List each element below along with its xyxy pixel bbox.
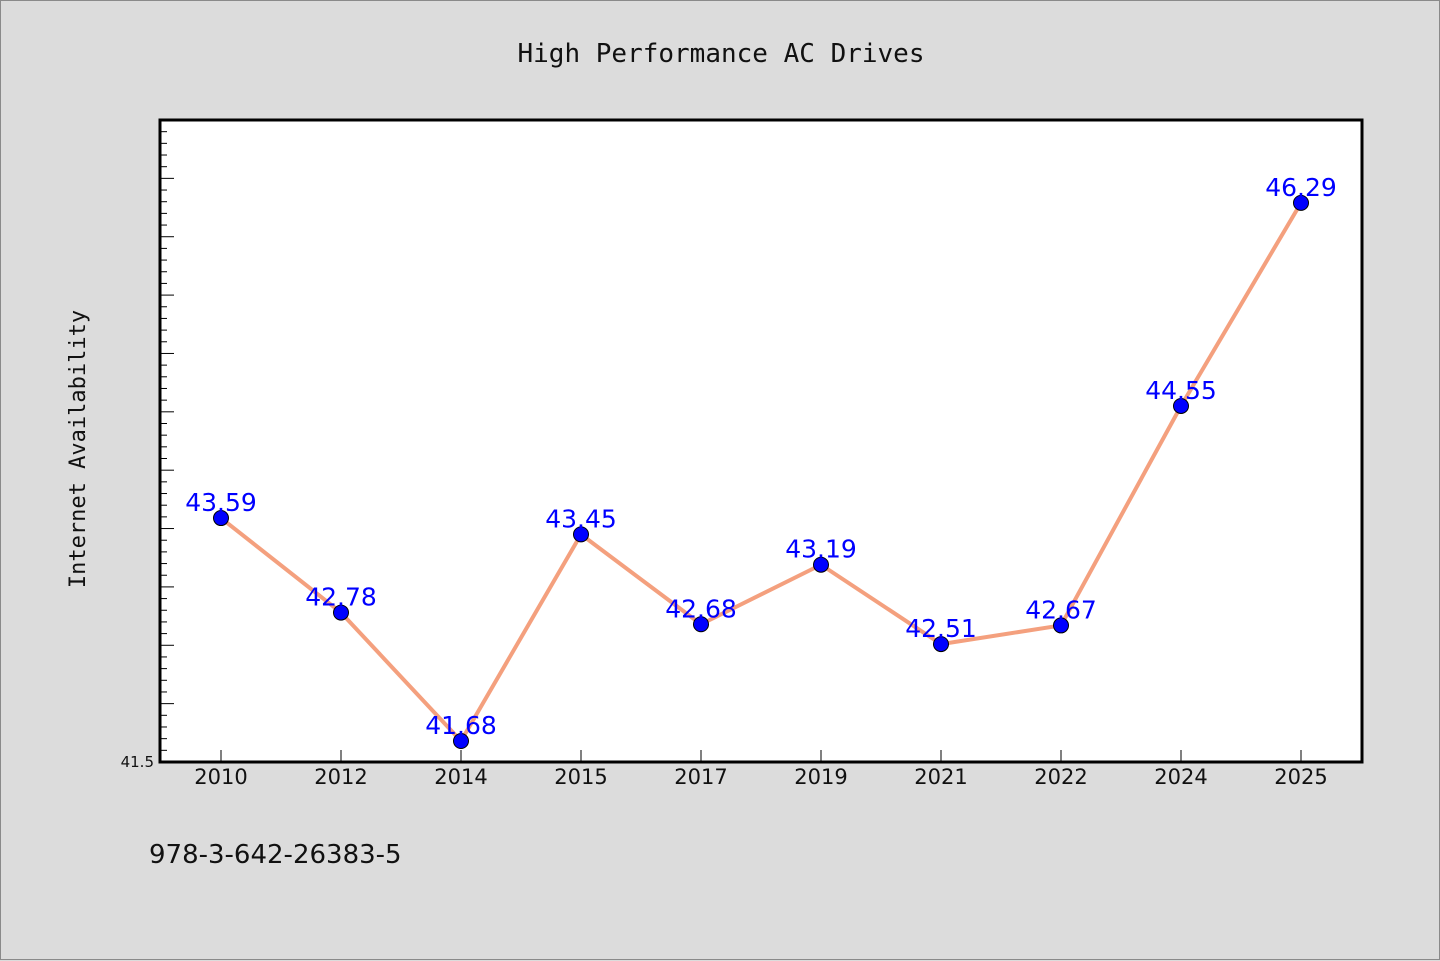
data-label: 42.78 xyxy=(305,583,377,612)
series-layer xyxy=(219,200,1303,743)
data-point xyxy=(573,526,589,543)
data-label-layer: 43.59 42.78 41.68 43.45 42.68 43.19 42.51 42.67… xyxy=(185,173,1337,740)
x-tick-label: 2021 xyxy=(914,765,967,789)
data-point xyxy=(693,616,709,633)
data-point xyxy=(333,604,349,621)
data-point xyxy=(1053,617,1069,634)
data-label: 42.67 xyxy=(1025,595,1097,624)
x-tick-label: 2019 xyxy=(794,765,847,789)
x-tick-label: 2025 xyxy=(1274,765,1327,789)
data-point xyxy=(213,510,229,527)
chart-title: High Performance AC Drives xyxy=(518,39,925,69)
data-point xyxy=(813,556,829,573)
data-label: 43.19 xyxy=(785,535,857,564)
series-line xyxy=(219,200,1303,743)
marker-layer xyxy=(213,194,1309,749)
data-label: 43.45 xyxy=(545,504,617,533)
x-tick-label: 2015 xyxy=(554,765,607,789)
data-label: 42.51 xyxy=(905,614,977,643)
data-point xyxy=(933,636,949,653)
x-tick-label: 2017 xyxy=(674,765,727,789)
x-tick-label: 2024 xyxy=(1154,765,1207,789)
isbn-text: 978-3-642-26383-5 xyxy=(149,840,402,870)
data-label: 43.59 xyxy=(185,488,257,517)
x-tick-label: 2014 xyxy=(434,765,487,789)
x-tick-label: 2022 xyxy=(1034,765,1087,789)
y-tick-label: 41.5 xyxy=(121,753,154,771)
x-tick-label: 2012 xyxy=(314,765,367,789)
y-axis-ticks: 41.5 xyxy=(121,119,174,771)
y-axis-label: Internet Availability xyxy=(66,310,91,588)
plot-area xyxy=(158,118,1364,764)
data-label: 42.68 xyxy=(665,594,737,623)
data-label: 41.68 xyxy=(425,711,497,740)
x-tick-label: 2010 xyxy=(194,765,247,789)
data-label: 46.29 xyxy=(1265,173,1337,202)
data-point xyxy=(453,732,469,749)
data-point xyxy=(1293,194,1309,211)
data-label: 44.55 xyxy=(1145,376,1217,405)
data-point xyxy=(1173,397,1189,414)
x-axis-ticks: 2010 2012 2014 2015 2017 2019 2021 2022 2024 2025 xyxy=(194,750,1328,789)
